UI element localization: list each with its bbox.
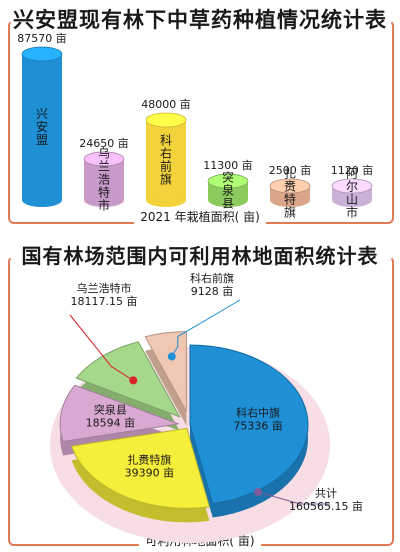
pie-slice-2 bbox=[59, 384, 181, 443]
bar-value-label: 87570 亩 bbox=[17, 31, 67, 45]
bar-category-label: 兴安盟 bbox=[36, 107, 48, 147]
bar-base bbox=[84, 193, 124, 207]
bar-value-label: 2500 亩 bbox=[269, 163, 312, 177]
bar-chart-caption: 2021 年栽植面积( 亩) bbox=[0, 208, 400, 225]
bar-base bbox=[146, 193, 186, 207]
bar-category-label: 扎赉特旗 bbox=[284, 167, 296, 220]
bar-value-label: 11300 亩 bbox=[203, 158, 253, 172]
bar-base bbox=[332, 193, 372, 207]
bar-category-label: 阿尔山市 bbox=[346, 167, 358, 220]
bar-base bbox=[208, 193, 248, 207]
bar-base bbox=[270, 193, 310, 207]
bar-chart-title: 兴安盟现有林下中草药种植情况统计表 bbox=[13, 8, 387, 32]
bar-chart-caption-text: 2021 年栽植面积( 亩) bbox=[134, 210, 266, 224]
bar-body bbox=[146, 120, 186, 200]
bar-top bbox=[21, 46, 63, 62]
pie-chart-title: 国有林场范围内可利用林地面积统计表 bbox=[21, 244, 379, 268]
pie-slice-1 bbox=[70, 427, 211, 509]
bar-base bbox=[22, 193, 62, 207]
bar-top bbox=[331, 178, 373, 194]
pie-callout-line-3 bbox=[69, 314, 134, 381]
bar-value-label: 48000 亩 bbox=[141, 97, 191, 111]
pie-total-line bbox=[257, 491, 330, 505]
pie-label-1: 扎赉特旗 39390 亩 bbox=[125, 452, 175, 479]
bar-top bbox=[145, 112, 187, 128]
pie-label-4: 科右前旗 9128 亩 bbox=[190, 271, 234, 298]
bar-category-label: 科右前旗 bbox=[160, 134, 172, 187]
pie-label-0: 科右中旗 75336 亩 bbox=[233, 406, 283, 433]
bar-category-label: 乌兰浩特市 bbox=[98, 145, 110, 212]
pie-callout-line-4 bbox=[171, 299, 241, 357]
bar-top bbox=[207, 173, 249, 189]
bar-value-label: 1120 亩 bbox=[331, 163, 374, 177]
bar-value-label: 24650 亩 bbox=[79, 136, 129, 150]
pie-total-label: 共计 160565.15 亩 bbox=[289, 487, 363, 513]
bar-category-label: 突泉县 bbox=[222, 170, 234, 211]
bar-top bbox=[269, 178, 311, 194]
bar-top bbox=[83, 151, 125, 167]
pie-label-3: 乌兰浩特市 18117.15 亩 bbox=[71, 281, 138, 308]
bar-body bbox=[22, 54, 62, 200]
pie-label-2: 突泉县 18594 亩 bbox=[86, 402, 136, 429]
